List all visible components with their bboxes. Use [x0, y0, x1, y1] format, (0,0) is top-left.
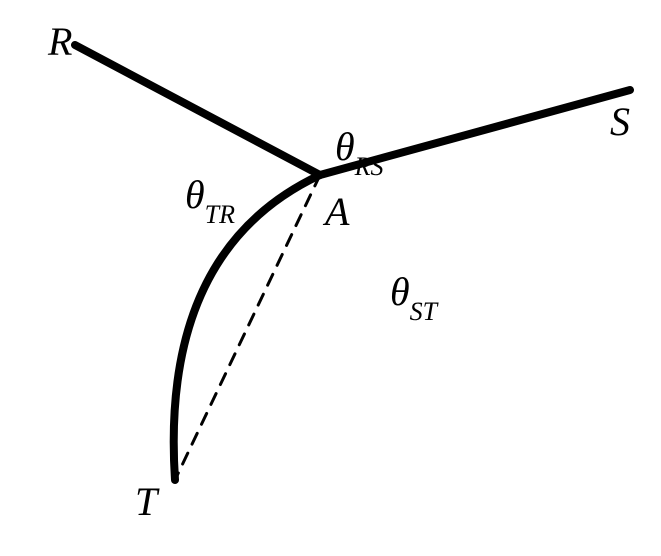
label-theta-st: θST [390, 269, 439, 326]
label-s: S [610, 99, 630, 144]
line-a-r [75, 45, 320, 175]
label-theta-tr: θTR [185, 172, 235, 229]
label-a: A [322, 189, 350, 234]
label-r: R [47, 19, 72, 64]
label-t: T [135, 479, 160, 524]
